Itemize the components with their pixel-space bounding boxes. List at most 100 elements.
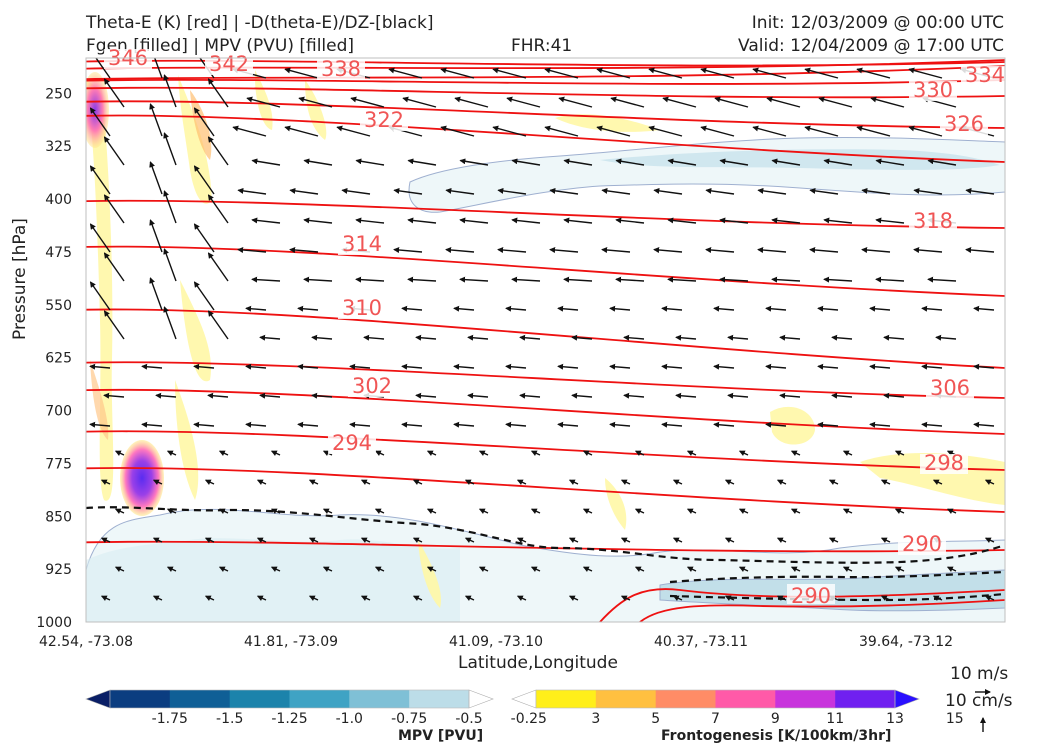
theta-e-contour [639, 599, 1005, 622]
wind-vector-arrow [114, 450, 125, 457]
wind-vector-arrow [623, 334, 645, 341]
wind-vector-arrow [727, 334, 749, 341]
wind-vector-arrow [818, 96, 853, 108]
wind-vector-arrow [771, 276, 801, 283]
wind-vector-arrow [270, 450, 281, 457]
wind-vector-arrow [880, 537, 891, 544]
fgen-colorbar-segment [835, 690, 896, 708]
fgen-colorbar-segment [715, 690, 776, 708]
contour-label-bg [338, 299, 386, 319]
wind-vector-arrow [232, 125, 267, 137]
theta-e-contour-label: 294 [332, 431, 372, 455]
wind-vector-arrow [218, 508, 229, 515]
wind-vector-arrow [908, 67, 943, 79]
wind-vector-arrow [615, 158, 645, 166]
theta-e-contour-label: 290 [791, 584, 831, 608]
y-tick-label: 1000 [36, 615, 72, 631]
theta-e-contour-label: 330 [913, 78, 953, 102]
wind-vector-arrow [790, 450, 801, 457]
theta-e-contour [86, 245, 1005, 297]
wind-vector-arrow [724, 479, 735, 486]
wind-vector-arrow [544, 67, 579, 79]
wind-vector-arrow [193, 223, 215, 253]
wind-vector-arrow [245, 421, 267, 428]
x-tick-label: 41.09, -73.10 [449, 634, 543, 650]
wind-vector-arrow [790, 566, 801, 573]
wind-vector-arrow [355, 276, 385, 283]
fgen-fill [178, 75, 212, 204]
wind-vector-arrow [571, 392, 593, 399]
wind-vector-arrow [303, 158, 333, 166]
contour-label-bg [348, 377, 396, 397]
wind-vector-arrow [445, 187, 475, 195]
wind-vector-arrow [505, 363, 527, 370]
wind-vector-arrow [831, 392, 853, 399]
fgen-fill [180, 280, 211, 382]
wind-vector-arrow [653, 187, 683, 195]
wind-vector-arrow [204, 537, 215, 544]
fgen-fill [555, 114, 660, 132]
contour-label-bg [205, 55, 253, 75]
y-tick-label: 325 [45, 139, 72, 155]
wind-vector-arrow [256, 537, 267, 544]
wind-vector-arrow [946, 566, 957, 573]
fgen-colorbar-tick-label: 11 [826, 711, 844, 727]
wind-vector-arrow [984, 595, 995, 602]
theta-e-contour [86, 86, 1005, 99]
wind-vector-arrow [415, 334, 437, 341]
wind-vector-arrow [193, 107, 215, 137]
wind-vector-arrow [557, 305, 579, 312]
wind-vector-arrow [464, 479, 475, 486]
fgen-colorbar-extend-high [894, 689, 920, 709]
wind-vector-arrow [311, 334, 333, 341]
wind-vector-arrow [549, 187, 579, 195]
wind-vector-arrow [568, 479, 579, 486]
wind-vector-arrow [297, 305, 319, 312]
wind-vector-arrow [251, 158, 281, 166]
y-tick-label: 250 [45, 86, 72, 102]
wind-vector-arrow [596, 125, 631, 137]
wind-vector-arrow [505, 305, 527, 312]
wind-vector-arrow [149, 161, 163, 195]
fgen-colorbar-segment [775, 690, 836, 708]
mpv-colorbar-tick-label: -1.0 [336, 711, 363, 727]
wind-vector-arrow [166, 566, 177, 573]
contour-label-bg [104, 49, 152, 69]
wind-vector-arrow [163, 306, 177, 340]
wind-vector-arrow [516, 537, 527, 544]
contour-label-bg [317, 60, 365, 80]
wind-vector-arrow [568, 595, 579, 602]
wind-vector-arrow [856, 67, 891, 79]
wind-vector-arrow [256, 479, 267, 486]
fgen-fill [418, 540, 441, 608]
wind-vector-arrow [152, 537, 163, 544]
theta-e-contour [86, 467, 1005, 513]
wind-vector-arrow [634, 508, 645, 515]
wind-vector-arrow [530, 450, 541, 457]
wind-vector-arrow [341, 187, 371, 195]
wind-vector-arrow [374, 450, 385, 457]
wind-vector-arrow [530, 566, 541, 573]
wind-vector-arrow [648, 125, 683, 137]
wind-vector-arrow [363, 334, 385, 341]
fgen-colorbar-frame [535, 689, 896, 709]
wind-vector-arrow [661, 305, 683, 312]
theta-e-contour [86, 100, 1005, 129]
wind-vector-arrow [89, 107, 111, 137]
wind-vector-arrow [453, 305, 475, 312]
wind-vector-arrow [705, 187, 735, 195]
wind-vector-arrow [672, 537, 683, 544]
wind-vector-arrow [141, 421, 163, 428]
wind-vector-arrow [713, 305, 735, 312]
wind-vector-arrow [880, 595, 891, 602]
x-axis-label: Latitude,Longitude [458, 653, 618, 673]
fgen-fill [175, 380, 199, 500]
wind-vector-arrow [609, 305, 631, 312]
wind-vector-arrow [738, 450, 749, 457]
wind-vector-arrow [634, 450, 645, 457]
wind-vector-arrow [935, 334, 957, 341]
wind-vector-arrow [497, 187, 527, 195]
wind-vector-arrow [615, 217, 645, 224]
mpv-colorbar-tick-label: -1.25 [271, 711, 307, 727]
